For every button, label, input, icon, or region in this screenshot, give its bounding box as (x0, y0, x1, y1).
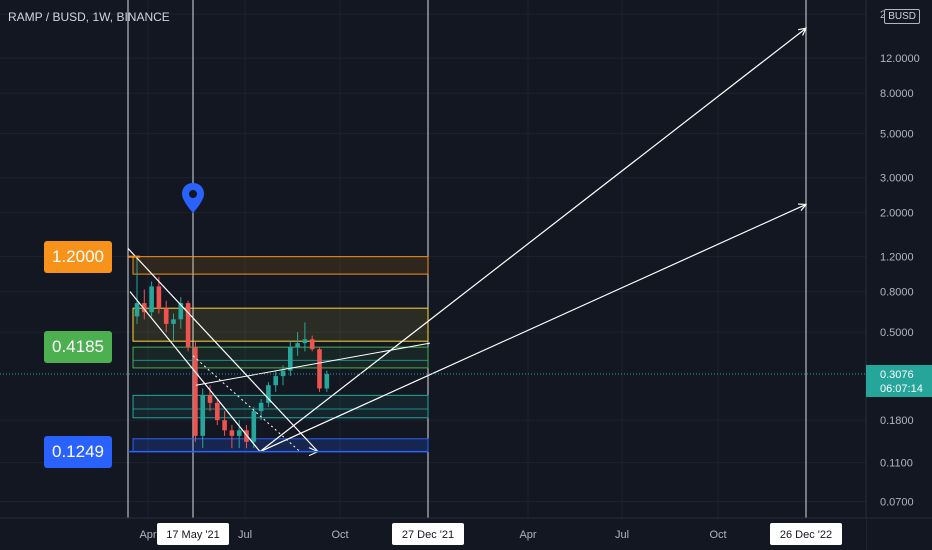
price-axis[interactable] (866, 0, 932, 550)
candle-body (273, 376, 278, 386)
arrow-head (797, 203, 808, 212)
price-tick-label: 12.0000 (880, 53, 920, 65)
candle-body (142, 303, 147, 313)
price-tick-label: 3.0000 (880, 173, 914, 185)
price-tick-label: 0.8000 (880, 287, 914, 299)
price-zone[interactable] (132, 307, 429, 342)
time-tick-label: Apr (519, 529, 536, 541)
arrow-head (798, 27, 808, 36)
date-highlight-label: 26 Dec '22 (780, 529, 832, 541)
candle-body (207, 395, 213, 403)
price-tick-label: 8.0000 (880, 88, 914, 100)
candle-body (156, 286, 162, 309)
candle-body (149, 286, 154, 313)
map-pin-icon-hole (189, 190, 197, 198)
candle-body (171, 319, 176, 324)
dotted-trend-line (192, 355, 301, 453)
candle-body (222, 420, 227, 431)
channel-line-lower[interactable] (129, 291, 261, 453)
current-price-label: 0.3076 (880, 369, 914, 381)
price-tick-label: 0.1800 (880, 415, 914, 427)
price-tag-04185: 0.4185 (44, 331, 112, 364)
price-tick-label: 0.5000 (880, 327, 914, 339)
candle-body (324, 373, 330, 389)
current-price-box (866, 364, 932, 397)
date-highlight-box (392, 523, 464, 545)
currency-badge[interactable]: BUSD (884, 9, 920, 24)
candle-body (280, 370, 286, 377)
time-tick-label: Oct (709, 529, 726, 541)
candle-body (309, 339, 315, 350)
projection-arrow-line[interactable] (259, 203, 807, 453)
candle-body (178, 303, 184, 320)
date-highlight-label: 27 Dec '21 (402, 529, 454, 541)
channel-line-upper[interactable] (127, 248, 319, 453)
projection-arrow-line[interactable] (259, 27, 807, 453)
price-tick-label: 1.2000 (880, 252, 914, 264)
candle-body (163, 308, 169, 324)
candle-body (236, 430, 242, 436)
price-tick-label: 0.0700 (880, 497, 914, 509)
candle-body (266, 385, 271, 403)
price-zone[interactable] (132, 256, 429, 275)
date-highlight-box (770, 523, 842, 545)
candle-body (229, 430, 235, 436)
candle-body (244, 430, 249, 442)
candle-body (302, 339, 308, 344)
candle-body (134, 303, 140, 317)
price-tick-label: 2.0000 (880, 208, 914, 220)
countdown-label: 06:07:14 (880, 383, 923, 395)
time-tick-label: Jul (238, 529, 252, 541)
price-tag-1200: 1.2000 (44, 240, 112, 273)
price-tag-01249: 0.1249 (44, 435, 112, 468)
candle-body (288, 347, 293, 371)
price-zone[interactable] (132, 394, 429, 419)
candle-body (215, 402, 220, 421)
time-tick-label: Jul (615, 529, 629, 541)
date-highlight-box (157, 523, 229, 545)
price-zone[interactable] (132, 346, 429, 369)
price-tick-label: 0.1100 (880, 458, 913, 470)
symbol-title: RAMP / BUSD, 1W, BINANCE (8, 10, 170, 24)
candle-body (200, 395, 205, 436)
candle-body (251, 411, 257, 442)
candle-body (317, 349, 322, 389)
candle-body (185, 303, 191, 348)
candle-body (193, 347, 198, 436)
price-zone[interactable] (132, 438, 429, 453)
time-tick-label: Oct (331, 529, 348, 541)
price-tick-label: 5.0000 (880, 129, 914, 141)
date-highlight-label: 17 May '21 (166, 529, 219, 541)
candle-body (295, 343, 300, 348)
time-tick-label: Apr (139, 529, 156, 541)
candle-body (258, 402, 264, 412)
